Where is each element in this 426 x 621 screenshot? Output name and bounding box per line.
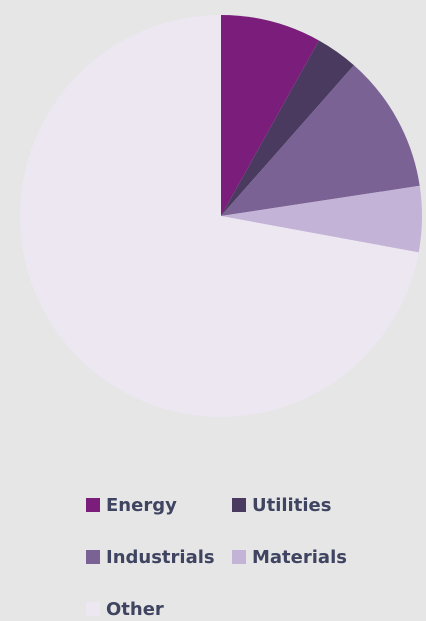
legend-swatch <box>86 550 100 564</box>
legend-label: Materials <box>252 547 347 568</box>
pie-slice <box>20 15 419 417</box>
legend-label: Other <box>106 599 164 620</box>
legend-swatch <box>86 602 100 616</box>
pie-slice <box>221 15 319 216</box>
pie-slice <box>221 40 354 217</box>
legend-label: Energy <box>106 495 177 516</box>
pie-slice <box>221 65 420 216</box>
legend-label: Industrials <box>106 547 215 568</box>
pie-slice <box>221 185 422 253</box>
legend-label: Utilities <box>252 495 331 516</box>
legend-swatch <box>86 498 100 512</box>
legend-swatch <box>232 498 246 512</box>
legend-swatch <box>232 550 246 564</box>
